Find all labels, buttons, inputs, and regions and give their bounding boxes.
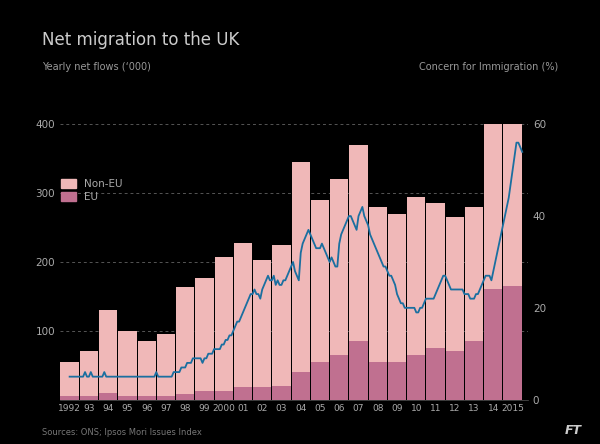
Bar xyxy=(446,217,464,352)
Bar xyxy=(176,287,194,394)
Text: Yearly net flows (‘000): Yearly net flows (‘000) xyxy=(42,62,151,72)
Text: FT: FT xyxy=(565,424,582,437)
Bar xyxy=(80,396,98,400)
Bar xyxy=(272,386,290,400)
Bar xyxy=(368,207,387,362)
Bar xyxy=(137,396,156,400)
Bar xyxy=(388,214,406,362)
Bar xyxy=(484,289,502,400)
Bar xyxy=(61,396,79,400)
Bar xyxy=(195,391,214,400)
Bar xyxy=(349,145,368,341)
Bar xyxy=(99,310,117,393)
Bar xyxy=(215,257,233,391)
Bar xyxy=(118,331,137,396)
Bar xyxy=(234,243,252,387)
Bar xyxy=(484,118,502,289)
Bar xyxy=(311,362,329,400)
Bar xyxy=(503,286,522,400)
Bar xyxy=(118,396,137,400)
Bar xyxy=(311,200,329,362)
Legend: Non-EU, EU: Non-EU, EU xyxy=(61,179,123,202)
Bar xyxy=(407,355,425,400)
Bar xyxy=(465,341,483,400)
Bar xyxy=(157,396,175,400)
Bar xyxy=(61,362,79,396)
Bar xyxy=(465,207,483,341)
Bar xyxy=(215,391,233,400)
Bar xyxy=(99,393,117,400)
Bar xyxy=(195,278,214,391)
Bar xyxy=(427,203,445,348)
Bar xyxy=(388,362,406,400)
Text: Net migration to the UK: Net migration to the UK xyxy=(42,31,239,49)
Bar xyxy=(349,341,368,400)
Text: Concern for Immigration (%): Concern for Immigration (%) xyxy=(419,62,558,72)
Bar xyxy=(157,334,175,396)
Bar xyxy=(253,260,271,387)
Bar xyxy=(292,162,310,372)
Bar xyxy=(272,245,290,386)
Bar xyxy=(427,348,445,400)
Bar xyxy=(80,352,98,396)
Bar xyxy=(407,197,425,355)
Bar xyxy=(330,355,349,400)
Bar xyxy=(503,114,522,286)
Bar xyxy=(176,394,194,400)
Bar xyxy=(137,341,156,396)
Text: Sources: ONS; Ipsos Mori Issues Index: Sources: ONS; Ipsos Mori Issues Index xyxy=(42,428,202,437)
Bar xyxy=(234,387,252,400)
Bar xyxy=(330,179,349,355)
Bar xyxy=(253,387,271,400)
Bar xyxy=(446,352,464,400)
Bar xyxy=(292,372,310,400)
Bar xyxy=(368,362,387,400)
